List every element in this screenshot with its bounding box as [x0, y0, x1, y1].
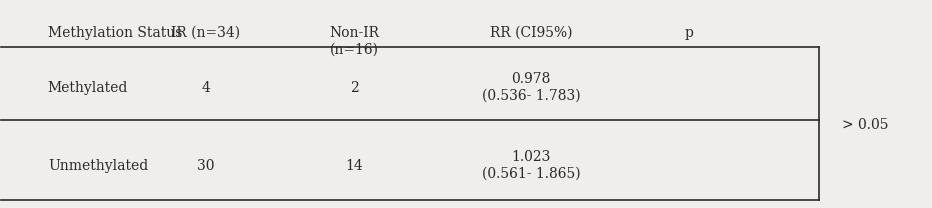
- Text: 14: 14: [346, 158, 363, 173]
- Text: 1.023
(0.561- 1.865): 1.023 (0.561- 1.865): [482, 150, 581, 181]
- Text: p: p: [685, 26, 693, 40]
- Text: Methylated: Methylated: [48, 80, 129, 95]
- Text: 30: 30: [197, 158, 214, 173]
- Text: Non-IR
(n=16): Non-IR (n=16): [330, 26, 379, 56]
- Text: > 0.05: > 0.05: [843, 118, 889, 131]
- Text: 2: 2: [350, 80, 359, 95]
- Text: 0.978
(0.536- 1.783): 0.978 (0.536- 1.783): [482, 72, 581, 103]
- Text: Methylation Status: Methylation Status: [48, 26, 183, 40]
- Text: IR (n=34): IR (n=34): [171, 26, 240, 40]
- Text: RR (CI95%): RR (CI95%): [490, 26, 572, 40]
- Text: 4: 4: [201, 80, 211, 95]
- Text: Unmethylated: Unmethylated: [48, 158, 148, 173]
